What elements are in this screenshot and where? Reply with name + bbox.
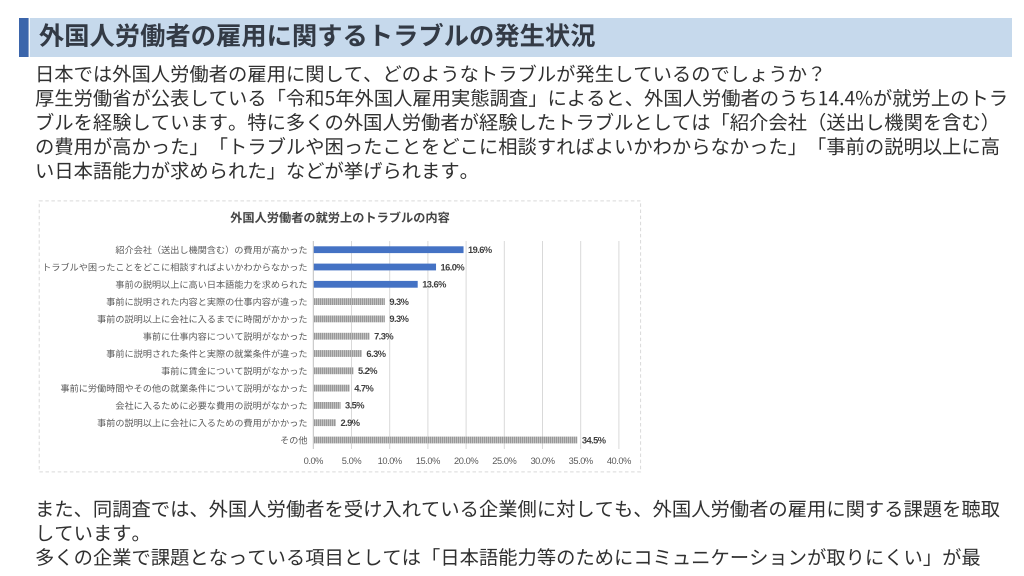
svg-text:34.5%: 34.5%: [582, 435, 607, 445]
svg-text:35.0%: 35.0%: [569, 456, 593, 466]
svg-text:7.3%: 7.3%: [374, 332, 394, 342]
svg-text:9.3%: 9.3%: [389, 297, 409, 307]
svg-text:5.2%: 5.2%: [358, 366, 378, 376]
svg-text:16.0%: 16.0%: [441, 262, 466, 272]
svg-text:3.5%: 3.5%: [345, 401, 365, 411]
svg-text:30.0%: 30.0%: [530, 456, 554, 466]
svg-text:25.0%: 25.0%: [492, 456, 516, 466]
svg-text:5.0%: 5.0%: [342, 456, 362, 466]
svg-text:10.0%: 10.0%: [378, 456, 402, 466]
svg-text:15.0%: 15.0%: [416, 456, 440, 466]
svg-text:0.0%: 0.0%: [304, 456, 324, 466]
svg-text:9.3%: 9.3%: [389, 314, 409, 324]
svg-text:40.0%: 40.0%: [607, 456, 631, 466]
svg-text:2.9%: 2.9%: [340, 418, 360, 428]
svg-text:19.6%: 19.6%: [468, 245, 493, 255]
svg-text:4.7%: 4.7%: [354, 383, 374, 393]
svg-text:13.6%: 13.6%: [422, 280, 447, 290]
svg-text:20.0%: 20.0%: [454, 456, 478, 466]
svg-text:6.3%: 6.3%: [366, 349, 386, 359]
